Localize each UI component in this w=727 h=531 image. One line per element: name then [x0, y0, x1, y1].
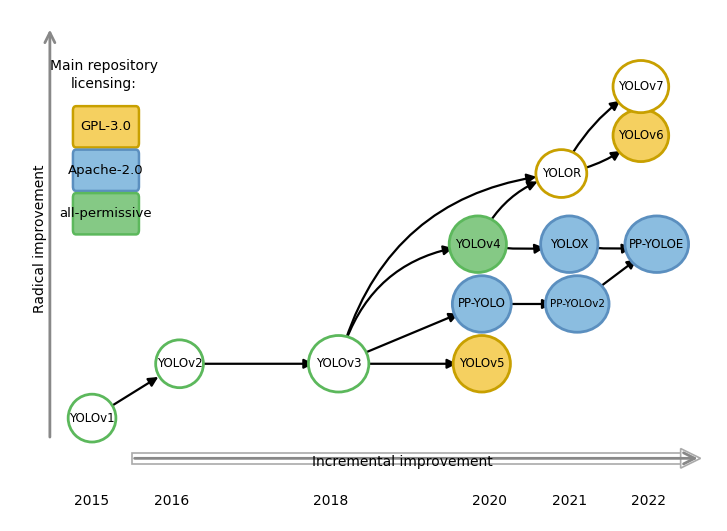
FancyArrowPatch shape [346, 246, 451, 340]
FancyArrowPatch shape [507, 300, 550, 308]
FancyArrowPatch shape [346, 175, 534, 340]
Text: YOLOv7: YOLOv7 [618, 80, 664, 93]
Ellipse shape [536, 150, 587, 198]
Text: PP-YOLOv2: PP-YOLOv2 [550, 299, 605, 309]
Text: GPL-3.0: GPL-3.0 [81, 121, 132, 133]
Text: Incremental improvement: Incremental improvement [312, 455, 493, 469]
Ellipse shape [68, 394, 116, 442]
Text: YOLOv5: YOLOv5 [459, 357, 505, 370]
Text: YOLOv3: YOLOv3 [316, 357, 361, 370]
Text: Apache-2.0: Apache-2.0 [68, 164, 144, 177]
FancyArrowPatch shape [574, 102, 618, 152]
Ellipse shape [613, 61, 669, 113]
Polygon shape [680, 449, 701, 468]
FancyArrowPatch shape [502, 245, 542, 253]
FancyBboxPatch shape [73, 106, 139, 148]
Text: all-permissive: all-permissive [60, 207, 152, 220]
Text: YOLOR: YOLOR [542, 167, 581, 180]
Text: YOLOv6: YOLOv6 [618, 129, 664, 142]
Ellipse shape [541, 216, 598, 272]
Ellipse shape [308, 336, 369, 392]
Text: YOLOv1: YOLOv1 [69, 412, 115, 425]
Text: YOLOv4: YOLOv4 [455, 238, 501, 251]
FancyBboxPatch shape [73, 150, 139, 191]
Ellipse shape [613, 109, 669, 161]
FancyArrowPatch shape [586, 152, 619, 168]
FancyArrowPatch shape [597, 261, 635, 289]
FancyBboxPatch shape [73, 193, 139, 234]
Polygon shape [132, 453, 680, 464]
Text: YOLOX: YOLOX [550, 238, 588, 251]
Text: YOLOv2: YOLOv2 [157, 357, 202, 370]
FancyArrowPatch shape [204, 360, 311, 367]
FancyArrowPatch shape [490, 182, 535, 222]
Ellipse shape [545, 276, 609, 332]
FancyArrowPatch shape [594, 245, 630, 253]
Ellipse shape [453, 336, 510, 392]
FancyArrowPatch shape [364, 360, 454, 367]
Ellipse shape [156, 340, 204, 388]
Ellipse shape [625, 216, 688, 272]
Text: PP-YOLO: PP-YOLO [458, 297, 506, 311]
Text: Main repository
licensing:: Main repository licensing: [50, 59, 158, 91]
Text: Radical improvement: Radical improvement [33, 165, 47, 313]
Ellipse shape [449, 216, 507, 272]
FancyArrowPatch shape [361, 314, 457, 354]
FancyArrowPatch shape [113, 378, 156, 405]
Text: PP-YOLOE: PP-YOLOE [629, 238, 684, 251]
Ellipse shape [452, 276, 511, 332]
